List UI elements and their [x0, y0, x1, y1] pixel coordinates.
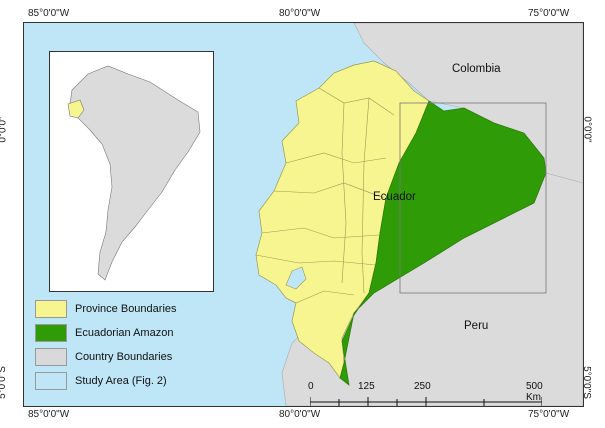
legend-label-study-area: Study Area (Fig. 2): [75, 375, 167, 387]
inset-map: [49, 51, 214, 292]
scale-label-250: 250: [414, 381, 431, 392]
coord-left-5s: 5°0'0"S: [0, 366, 8, 399]
label-colombia: Colombia: [452, 63, 501, 75]
label-peru: Peru: [464, 320, 489, 332]
swatch-country: [35, 348, 67, 366]
legend-label-amazon: Ecuadorian Amazon: [75, 327, 174, 339]
coord-bottom-80w: 80°0'0"W: [279, 409, 321, 420]
legend-province: Province Boundaries: [35, 297, 177, 321]
legend-label-province: Province Boundaries: [75, 303, 177, 315]
coord-top-75w: 75°0'0"W: [528, 8, 570, 19]
scale-bar-graphic: [310, 397, 542, 406]
coord-bottom-85w: 85°0'0"W: [28, 409, 70, 420]
coord-top-85w: 85°0'0"W: [28, 8, 70, 19]
ecuadorian-amazon: [339, 100, 547, 386]
coord-top-80w: 80°0'0"W: [279, 8, 321, 19]
legend-label-country: Country Boundaries: [75, 351, 173, 363]
swatch-study-area: [35, 372, 67, 390]
scale-label-0: 0: [308, 381, 314, 392]
inset-south-america: [69, 65, 201, 281]
map-frame: Colombia Ecuador Peru: [23, 22, 584, 407]
scale-label-500: 500 Km: [526, 381, 543, 403]
scale-label-125: 125: [358, 381, 375, 392]
swatch-amazon: [35, 324, 67, 342]
label-ecuador: Ecuador: [373, 191, 416, 203]
legend-study-area: Study Area (Fig. 2): [35, 369, 177, 393]
gulf-estuary: [285, 266, 307, 290]
inset-ecuador: [67, 99, 85, 119]
legend-country: Country Boundaries: [35, 345, 177, 369]
study-area-outline: [399, 102, 547, 294]
legend-amazon: Ecuadorian Amazon: [35, 321, 177, 345]
coord-left-0: 0°0'0": [0, 116, 9, 143]
swatch-province: [35, 300, 67, 318]
legend: Province Boundaries Ecuadorian Amazon Co…: [35, 297, 177, 393]
province-lines: [255, 87, 395, 304]
coord-bottom-75w: 75°0'0"W: [528, 409, 570, 420]
